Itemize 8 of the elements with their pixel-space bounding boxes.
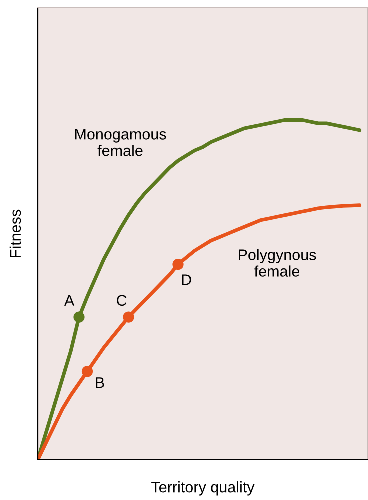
annotation: C xyxy=(117,295,127,306)
x-axis-title: Territory quality xyxy=(152,482,255,496)
series-label: Polygynous female xyxy=(239,249,316,277)
y-axis-title: Fitness xyxy=(10,210,22,258)
annotation: D xyxy=(182,274,192,286)
series-label: Monogamous female xyxy=(75,129,166,156)
annotation: B xyxy=(96,378,104,388)
annotation: A xyxy=(64,295,75,306)
